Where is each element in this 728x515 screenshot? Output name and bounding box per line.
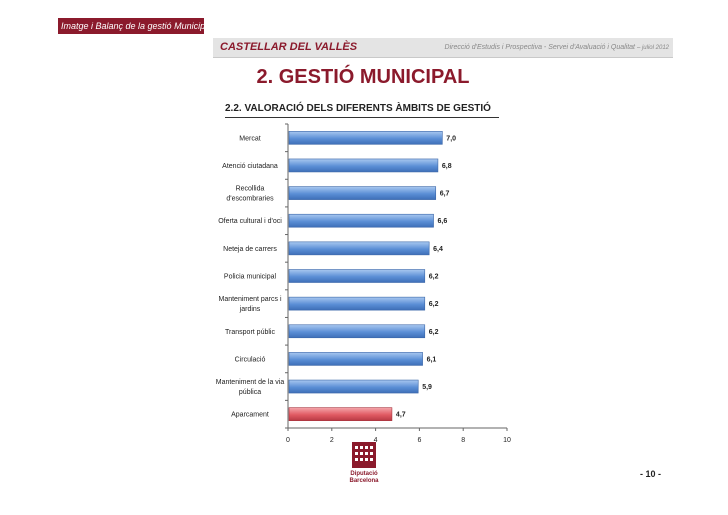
bar-value-label: 6,2 xyxy=(429,301,439,308)
category-label-line: Manteniment parcs i xyxy=(218,296,281,303)
category-label-line: Policia municipal xyxy=(224,274,277,281)
bar xyxy=(288,324,426,339)
category-label: Recollida d'escombraries xyxy=(226,186,274,203)
category-label: Mercat xyxy=(239,135,260,142)
category-label-line: Neteja de carrers xyxy=(223,246,277,253)
page-number: - 10 - xyxy=(640,469,662,479)
category-label: Oferta cultural i d'oci xyxy=(218,218,282,225)
header-band: CASTELLAR DEL VALLÈS Direcció d'Estudis … xyxy=(213,38,673,58)
category-label-line: Circulació xyxy=(235,356,266,363)
category-label: Atenció ciutadana xyxy=(222,163,278,170)
bar-value-label: 5,9 xyxy=(422,384,432,391)
category-label: Aparcament xyxy=(231,412,269,419)
category-label-line: Aparcament xyxy=(231,412,269,419)
logo-line-2: Barcelona xyxy=(349,478,379,484)
logo-line-1: Diputació xyxy=(350,471,378,477)
category-label: Transport públic xyxy=(225,329,275,336)
x-tick-label: 0 xyxy=(286,437,290,444)
category-label: Manteniment parcs i jardins xyxy=(218,296,281,313)
bar xyxy=(288,352,423,366)
x-tick-label: 6 xyxy=(417,437,421,444)
category-label-line: Mercat xyxy=(239,135,260,142)
bar-value-label: 6,7 xyxy=(440,191,450,198)
bar xyxy=(288,186,437,200)
category-label-line: pública xyxy=(239,389,261,396)
category-label-line: Oferta cultural i d'oci xyxy=(218,218,282,225)
category-label-line: Manteniment de la via xyxy=(216,379,285,386)
bar-value-label: 4,7 xyxy=(396,412,406,419)
municipality-name: CASTELLAR DEL VALLÈS xyxy=(220,41,358,53)
report-date: – juliol 2012 xyxy=(636,45,669,51)
bar xyxy=(288,269,426,283)
bar-value-label: 7,0 xyxy=(446,135,456,142)
category-label-line: d'escombraries xyxy=(226,196,274,203)
bar xyxy=(288,296,426,311)
bar xyxy=(288,241,430,256)
category-label-line: Atenció ciutadana xyxy=(222,163,278,170)
bar-value-label: 6,2 xyxy=(429,274,439,281)
category-label-line: Transport públic xyxy=(225,329,275,336)
side-tag: Imatge i Balanç de la gestió Municipal xyxy=(58,18,212,34)
bar-value-label: 6,2 xyxy=(429,329,439,336)
category-label: Manteniment de la via pública xyxy=(216,379,285,396)
subtitle-underline xyxy=(225,117,499,118)
x-tick-label: 4 xyxy=(374,437,378,444)
page-subtitle: 2.2. VALORACIÓ DELS DIFERENTS ÀMBITS DE … xyxy=(225,103,491,114)
page-title: 2. GESTIÓ MUNICIPAL xyxy=(256,66,470,88)
department-text: Direcció d'Estudis i Prospectiva - Serve… xyxy=(445,38,669,58)
category-label-line: jardins xyxy=(239,306,261,313)
category-label: Policia municipal xyxy=(224,274,277,281)
x-tick-label: 8 xyxy=(461,437,465,444)
bar-value-label: 6,4 xyxy=(433,246,443,253)
bar xyxy=(288,379,419,394)
category-label-line: Recollida xyxy=(236,186,265,193)
bar xyxy=(288,407,393,421)
department-name: Direcció d'Estudis i Prospectiva - Serve… xyxy=(444,44,636,51)
x-tick-label: 10 xyxy=(503,437,511,444)
bar-value-label: 6,8 xyxy=(442,163,452,170)
logo-text: Diputació Barcelona xyxy=(336,471,392,485)
category-label: Circulació xyxy=(235,356,266,363)
x-tick-label: 2 xyxy=(330,437,334,444)
bar xyxy=(288,131,443,145)
bar xyxy=(288,158,439,173)
category-label: Neteja de carrers xyxy=(223,246,277,253)
bar xyxy=(288,213,434,228)
bar-value-label: 6,6 xyxy=(438,218,448,225)
diputacio-logo-icon xyxy=(352,442,376,468)
bar-value-label: 6,1 xyxy=(427,356,437,363)
